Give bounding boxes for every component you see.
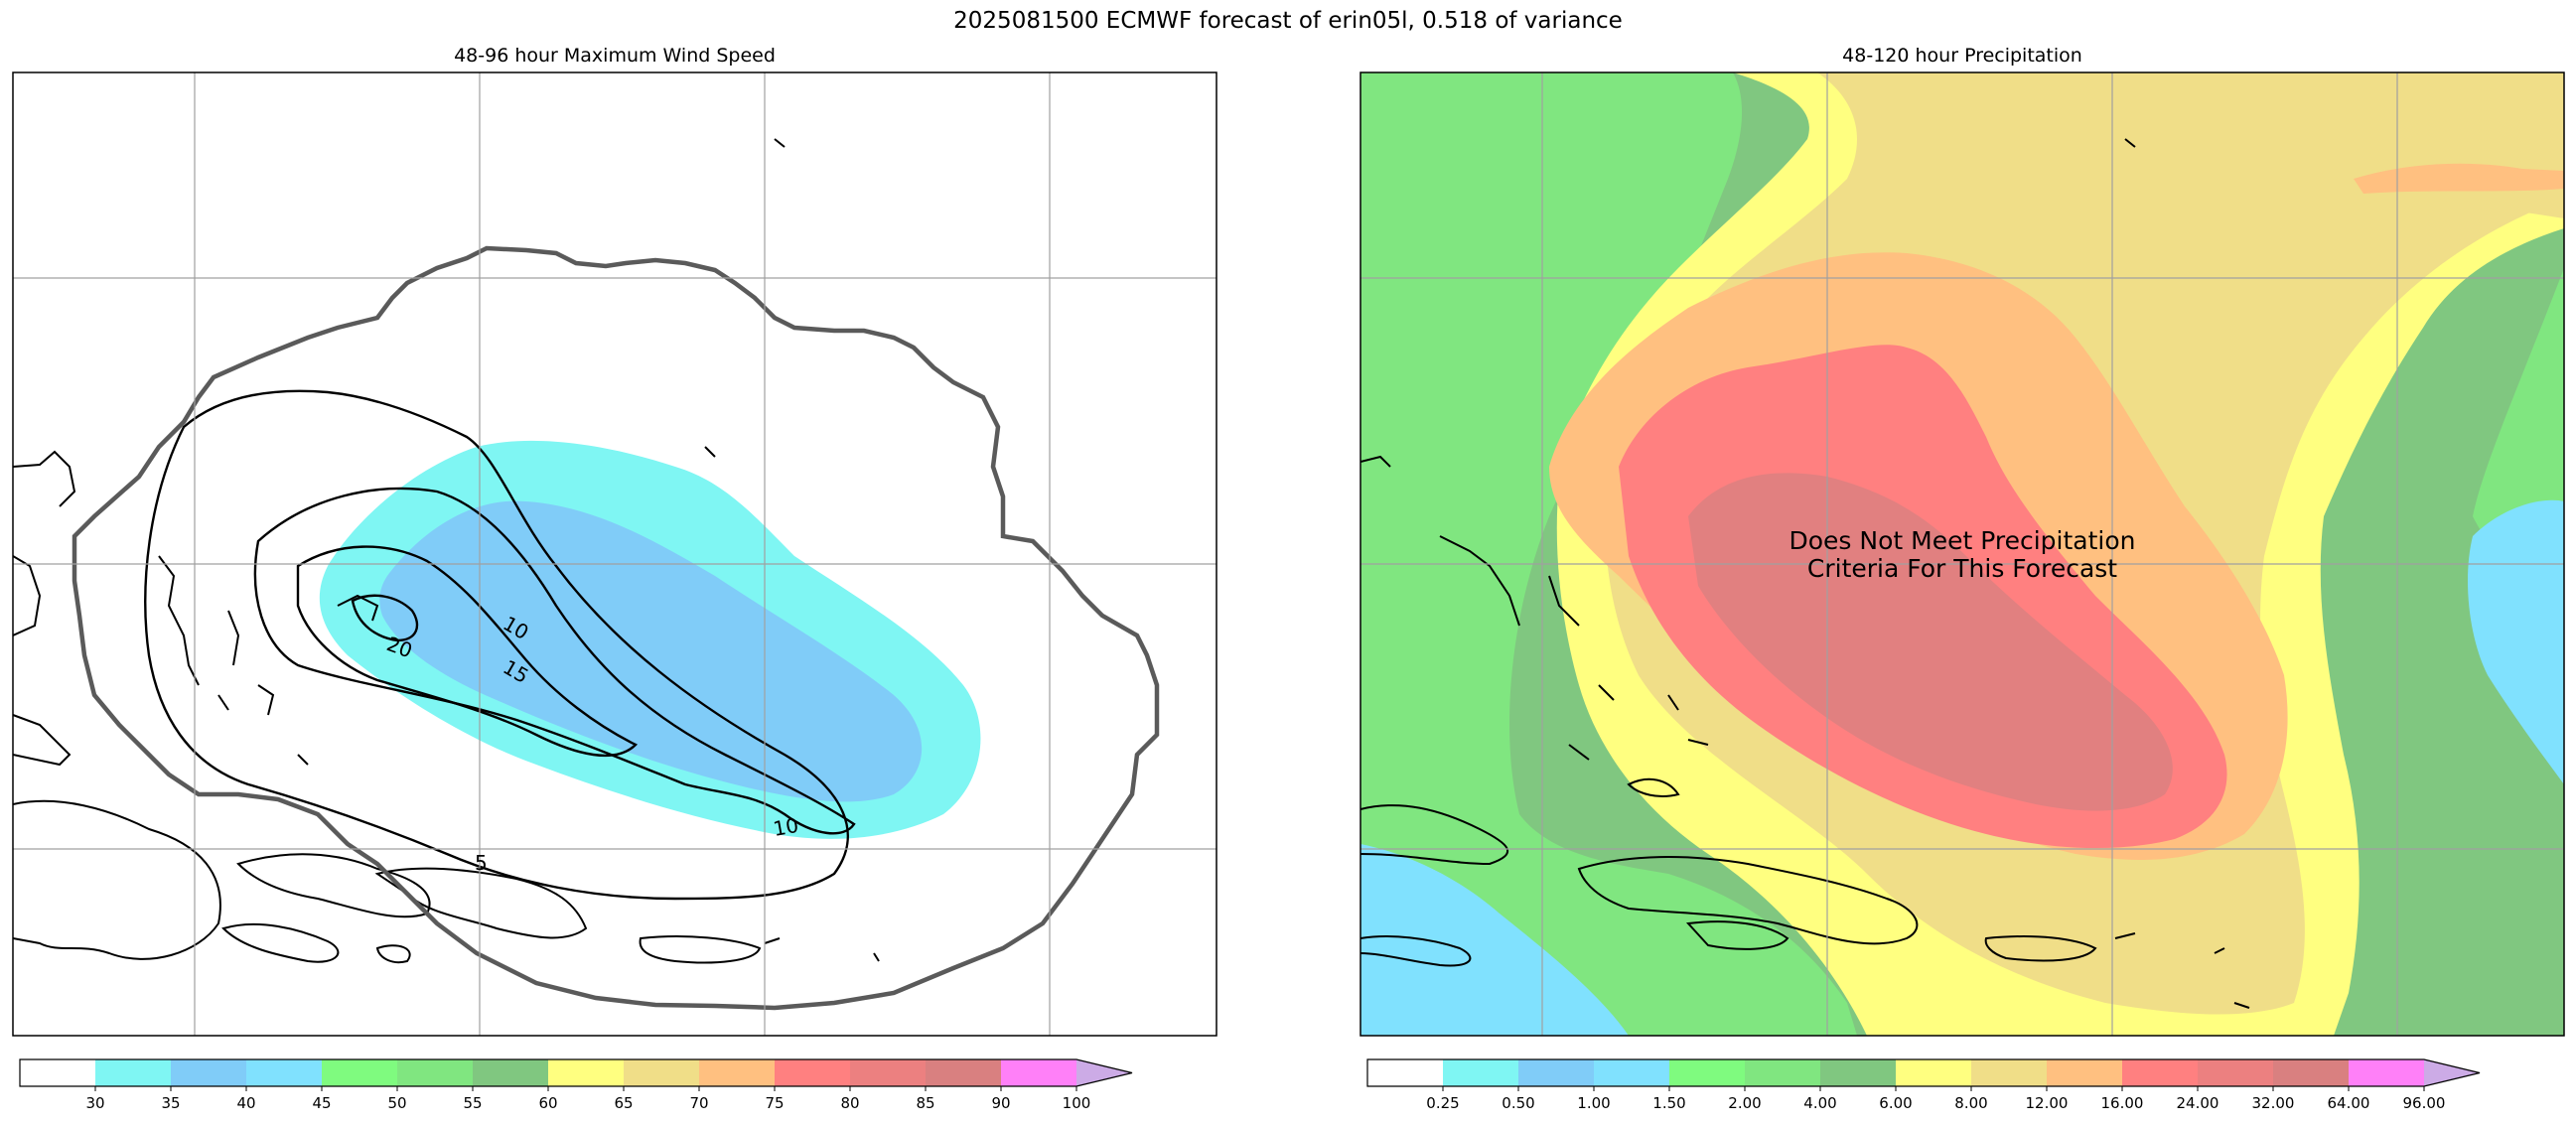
colorbar-tick-label: 70 bbox=[689, 1094, 708, 1112]
colorbar-tick-label: 30 bbox=[85, 1094, 104, 1112]
colorbar-segment bbox=[1669, 1059, 1746, 1086]
colorbar-segment bbox=[1001, 1059, 1077, 1086]
precip-criteria-message-line1: Does Not Meet Precipitation bbox=[1789, 526, 2136, 555]
colorbar-tick-label: 90 bbox=[991, 1094, 1010, 1112]
colorbar-segment bbox=[2198, 1059, 2274, 1086]
colorbar-segment bbox=[2122, 1059, 2199, 1086]
precip-criteria-message-line2: Criteria For This Forecast bbox=[1807, 554, 2117, 583]
precip-map-panel: Does Not Meet Precipitation Criteria For… bbox=[1360, 72, 2564, 1036]
colorbar-segment bbox=[322, 1059, 398, 1086]
colorbar-segment bbox=[1745, 1059, 1821, 1086]
colorbar-outline bbox=[1366, 1058, 2481, 1087]
colorbar-tick-label: 16.00 bbox=[2101, 1094, 2144, 1112]
colorbar-tick-label: 85 bbox=[916, 1094, 934, 1112]
contour-15 bbox=[296, 545, 639, 758]
colorbar-tick-label: 0.25 bbox=[1426, 1094, 1459, 1112]
contour-5 bbox=[144, 389, 849, 901]
colorbar-tick-label: 100 bbox=[1063, 1094, 1091, 1112]
colorbar-segment bbox=[1594, 1059, 1670, 1086]
colorbar-segment bbox=[1971, 1059, 2048, 1086]
colorbar-segment bbox=[397, 1059, 474, 1086]
colorbar-segment bbox=[95, 1059, 172, 1086]
colorbar-tick-label: 50 bbox=[387, 1094, 406, 1112]
colorbar-tick-label: 12.00 bbox=[2026, 1094, 2069, 1112]
colorbar-tick-label: 6.00 bbox=[1879, 1094, 1912, 1112]
precip-panel-title: 48-120 hour Precipitation bbox=[1842, 45, 2082, 67]
precip-gridlines bbox=[1360, 72, 2564, 1036]
contour-20 bbox=[351, 594, 419, 642]
colorbar-segment bbox=[926, 1059, 1002, 1086]
colorbar-tick-label: 24.00 bbox=[2177, 1094, 2219, 1112]
colorbar-tick-label: 1.00 bbox=[1577, 1094, 1610, 1112]
wind-colorbar: 30 35 40 45 50 55 60 65 70 75 80 85 90 100 bbox=[19, 1058, 1133, 1112]
contour-10 bbox=[253, 487, 856, 835]
colorbar-tick-label: 96.00 bbox=[2403, 1094, 2446, 1112]
colorbar-segment bbox=[1820, 1059, 1897, 1086]
colorbar-tick-label: 75 bbox=[765, 1094, 784, 1112]
colorbar-segment bbox=[473, 1059, 549, 1086]
storm-envelope-outline bbox=[72, 245, 1160, 1011]
wind-shade-35-40 bbox=[379, 500, 923, 802]
colorbar-segment bbox=[2349, 1059, 2425, 1086]
colorbar-tick-label: 2.00 bbox=[1728, 1094, 1761, 1112]
precip-shade-blue-sw bbox=[1360, 844, 1629, 1036]
colorbar-segment bbox=[1896, 1059, 1972, 1086]
wind-gridlines bbox=[13, 72, 1216, 1036]
wind-map-frame bbox=[12, 71, 1217, 1037]
colorbar-segment bbox=[850, 1059, 927, 1086]
colorbar-outline bbox=[19, 1058, 1133, 1087]
wind-map-panel: 10 15 20 10 5 bbox=[13, 72, 1216, 1036]
colorbar-segment bbox=[2047, 1059, 2123, 1086]
colorbar-segment bbox=[1518, 1059, 1595, 1086]
colorbar-segment bbox=[1367, 1059, 1444, 1086]
wind-panel-title: 48-96 hour Maximum Wind Speed bbox=[454, 45, 776, 67]
colorbar-segment bbox=[775, 1059, 851, 1086]
colorbar-tick-label: 80 bbox=[840, 1094, 859, 1112]
colorbar-tick-label: 65 bbox=[614, 1094, 633, 1112]
colorbar-segment bbox=[699, 1059, 776, 1086]
precip-shade-blue-east bbox=[2468, 499, 2564, 784]
contour-label-10b: 10 bbox=[772, 813, 800, 841]
colorbar-segment bbox=[624, 1059, 700, 1086]
precip-shade-32-64 bbox=[1688, 473, 2173, 811]
colorbar-tick-label: 64.00 bbox=[2328, 1094, 2370, 1112]
colorbar-tick-label: 32.00 bbox=[2252, 1094, 2295, 1112]
colorbar-segment bbox=[2273, 1059, 2350, 1086]
colorbar-segment bbox=[171, 1059, 247, 1086]
colorbar-tick-label: 1.50 bbox=[1652, 1094, 1685, 1112]
colorbar-tick-label: 55 bbox=[463, 1094, 482, 1112]
contour-label-5: 5 bbox=[475, 851, 488, 875]
precip-shade-2-4 bbox=[1360, 72, 1857, 1036]
precip-shade-east-16 bbox=[2354, 163, 2564, 194]
colorbar-segment bbox=[246, 1059, 323, 1086]
colorbar-extend-max bbox=[2424, 1059, 2480, 1086]
figure-title: 2025081500 ECMWF forecast of erin05l, 0.… bbox=[953, 8, 1623, 34]
precip-colorbar: 0.25 0.50 1.00 1.50 2.00 4.00 6.00 8.00 12.00 16.… bbox=[1366, 1058, 2481, 1112]
coastlines bbox=[13, 138, 880, 964]
precip-map-frame bbox=[1360, 71, 2565, 1037]
colorbar-tick-label: 40 bbox=[236, 1094, 255, 1112]
colorbar-segment bbox=[1443, 1059, 1519, 1086]
colorbar-tick-label: 0.50 bbox=[1502, 1094, 1534, 1112]
colorbar-tick-label: 4.00 bbox=[1803, 1094, 1836, 1112]
colorbar-tick-label: 35 bbox=[161, 1094, 180, 1112]
precip-coastlines bbox=[1360, 138, 2250, 1009]
colorbar-segment bbox=[548, 1059, 625, 1086]
wind-contours bbox=[144, 389, 856, 901]
colorbar-tick-label: 45 bbox=[312, 1094, 331, 1112]
colorbar-tick-label: 8.00 bbox=[1954, 1094, 1987, 1112]
colorbar-tick-label: 60 bbox=[538, 1094, 557, 1112]
colorbar-segment bbox=[20, 1059, 96, 1086]
colorbar-extend-max bbox=[1076, 1059, 1132, 1086]
